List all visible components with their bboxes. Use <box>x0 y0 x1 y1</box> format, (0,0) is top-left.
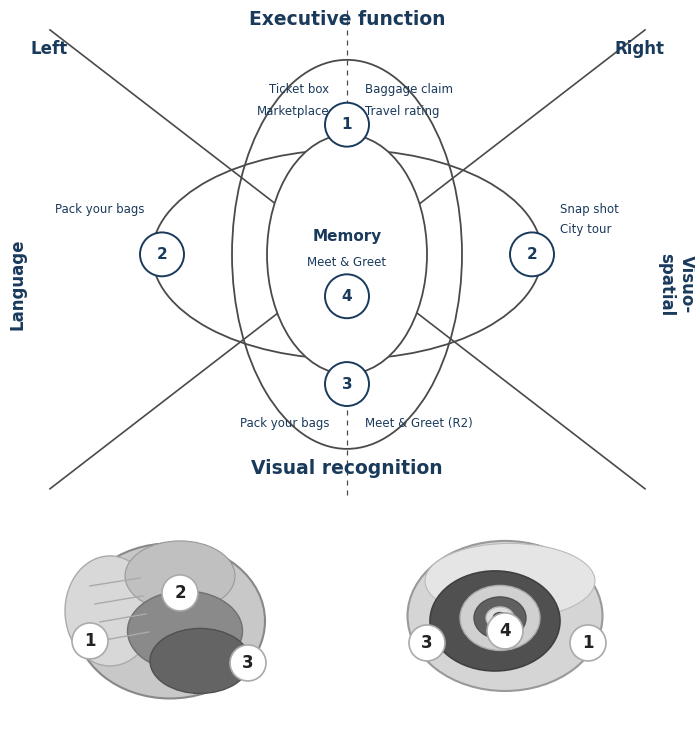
Text: 2: 2 <box>527 247 537 262</box>
Text: Right: Right <box>615 40 665 58</box>
Ellipse shape <box>474 597 526 639</box>
Ellipse shape <box>430 571 560 671</box>
Text: Visual recognition: Visual recognition <box>251 459 443 479</box>
Text: Executive function: Executive function <box>249 10 445 29</box>
Text: Left: Left <box>30 40 67 58</box>
Text: Pack your bags: Pack your bags <box>55 203 145 216</box>
Circle shape <box>72 623 108 659</box>
Text: Marketplace: Marketplace <box>256 105 329 119</box>
Circle shape <box>409 625 445 661</box>
Text: 1: 1 <box>582 634 594 652</box>
Circle shape <box>325 274 369 318</box>
Circle shape <box>140 233 184 276</box>
Circle shape <box>510 233 554 276</box>
Ellipse shape <box>150 628 250 694</box>
Text: 4: 4 <box>342 289 352 304</box>
Ellipse shape <box>407 541 603 691</box>
Text: 4: 4 <box>499 622 511 640</box>
Ellipse shape <box>486 607 514 629</box>
Text: Meet & Greet (R2): Meet & Greet (R2) <box>365 417 473 431</box>
Ellipse shape <box>125 541 235 611</box>
Text: Visuo-
spatial: Visuo- spatial <box>657 253 695 316</box>
Text: Snap shot: Snap shot <box>560 203 619 216</box>
Text: Memory: Memory <box>312 229 382 244</box>
Text: Language: Language <box>9 239 27 330</box>
Text: City tour: City tour <box>560 223 612 236</box>
Text: 3: 3 <box>242 654 254 672</box>
Text: 3: 3 <box>342 376 352 391</box>
Text: Meet & Greet: Meet & Greet <box>307 256 386 269</box>
Ellipse shape <box>493 612 507 623</box>
Text: Baggage claim: Baggage claim <box>365 83 453 96</box>
Text: Pack your bags: Pack your bags <box>240 417 329 431</box>
Ellipse shape <box>65 556 155 666</box>
Text: 1: 1 <box>84 632 96 650</box>
Circle shape <box>230 645 266 681</box>
Text: 2: 2 <box>174 584 186 602</box>
Circle shape <box>325 362 369 406</box>
Ellipse shape <box>127 591 243 671</box>
Text: 1: 1 <box>342 117 352 132</box>
Text: 3: 3 <box>421 634 433 652</box>
Ellipse shape <box>425 543 595 619</box>
Text: Travel rating: Travel rating <box>365 105 439 119</box>
Circle shape <box>570 625 606 661</box>
Ellipse shape <box>460 585 540 651</box>
Circle shape <box>325 103 369 147</box>
Ellipse shape <box>75 543 265 699</box>
Circle shape <box>487 613 523 649</box>
Text: Ticket box: Ticket box <box>269 83 329 96</box>
Text: 2: 2 <box>156 247 167 262</box>
Ellipse shape <box>267 135 427 374</box>
Circle shape <box>162 575 198 611</box>
